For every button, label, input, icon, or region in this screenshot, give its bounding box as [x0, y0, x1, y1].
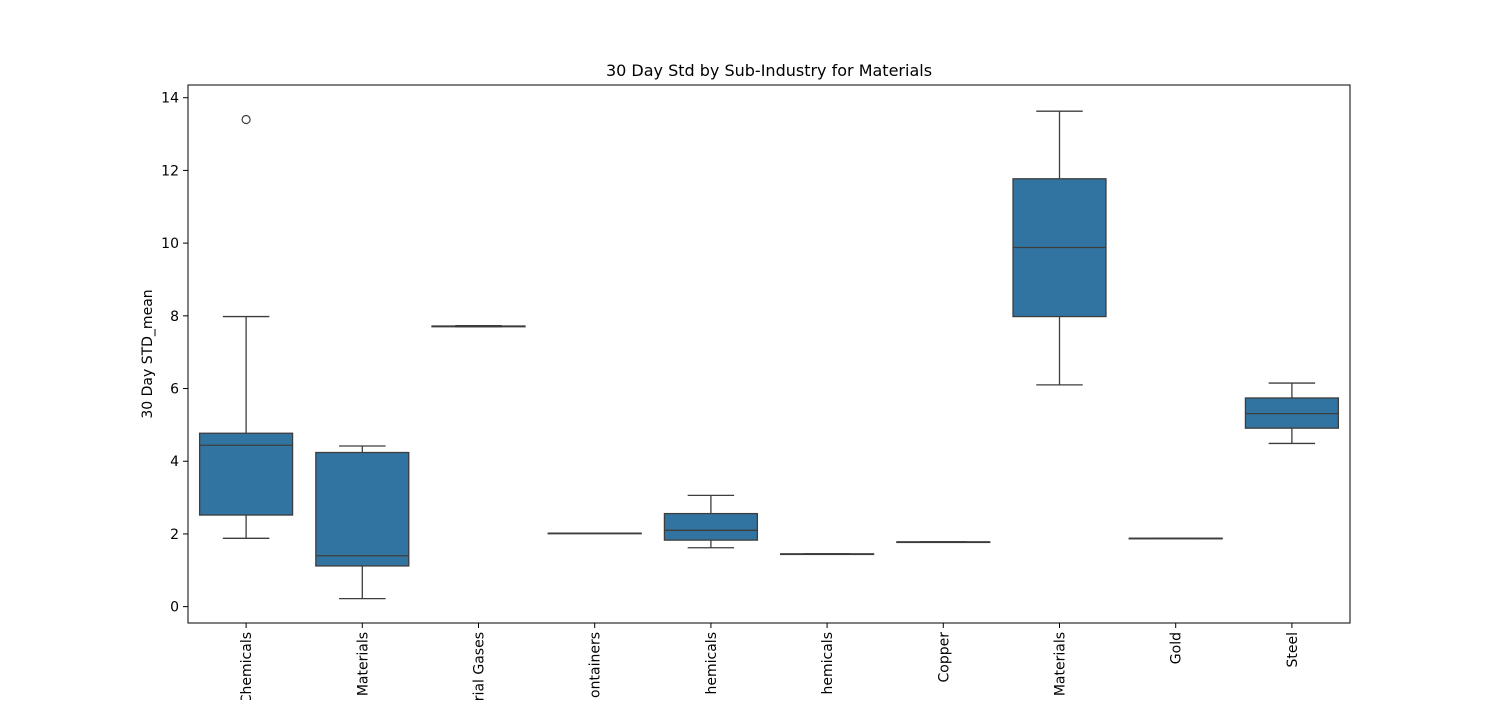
x-tick-label: hemicals: [704, 632, 720, 694]
x-tick-label: Copper: [936, 632, 952, 683]
box-group: [896, 541, 991, 544]
box-group: [431, 324, 526, 328]
y-tick-label: 6: [170, 382, 179, 398]
y-tick-label: 10: [161, 236, 179, 252]
x-tick-label: Chemicals: [239, 632, 255, 700]
y-axis-title: 30 Day STD_mean: [140, 289, 156, 418]
x-tick-label: rial Gases: [472, 632, 488, 700]
chart-title: 30 Day Std by Sub-Industry for Materials: [606, 61, 932, 80]
y-tick-label: 4: [170, 454, 179, 470]
box-group: [547, 532, 642, 535]
x-tick-label: Materials: [355, 632, 371, 696]
box-iqr: [663, 512, 759, 541]
y-tick-label: 2: [170, 527, 179, 543]
box-iqr: [315, 451, 410, 567]
plot-area: 0 2 4 6 8 10 12 14 Chemicals Materials rial Gases o…: [161, 84, 1351, 704]
y-tick-label: 0: [170, 600, 179, 616]
y-tick-label: 12: [161, 163, 179, 179]
x-tick-label: ontainers: [588, 632, 604, 698]
box-iqr: [198, 432, 294, 516]
x-tick-label: Materials: [1053, 632, 1069, 696]
box-group: [315, 445, 410, 600]
box-group: [1128, 537, 1223, 540]
axes-frame: [187, 84, 1351, 624]
outlier-point: [241, 114, 251, 125]
box-group: [663, 494, 759, 549]
box-group: [198, 114, 294, 539]
x-tick-label: hemicals: [820, 632, 836, 694]
y-tick-label: 14: [161, 91, 179, 107]
x-tick-label: Gold: [1169, 632, 1185, 664]
x-tick-label: Steel: [1285, 632, 1301, 668]
y-tick-label: 8: [170, 309, 179, 325]
box-group: [1012, 110, 1107, 386]
box-group: [1244, 382, 1340, 445]
box-group: [779, 553, 875, 556]
